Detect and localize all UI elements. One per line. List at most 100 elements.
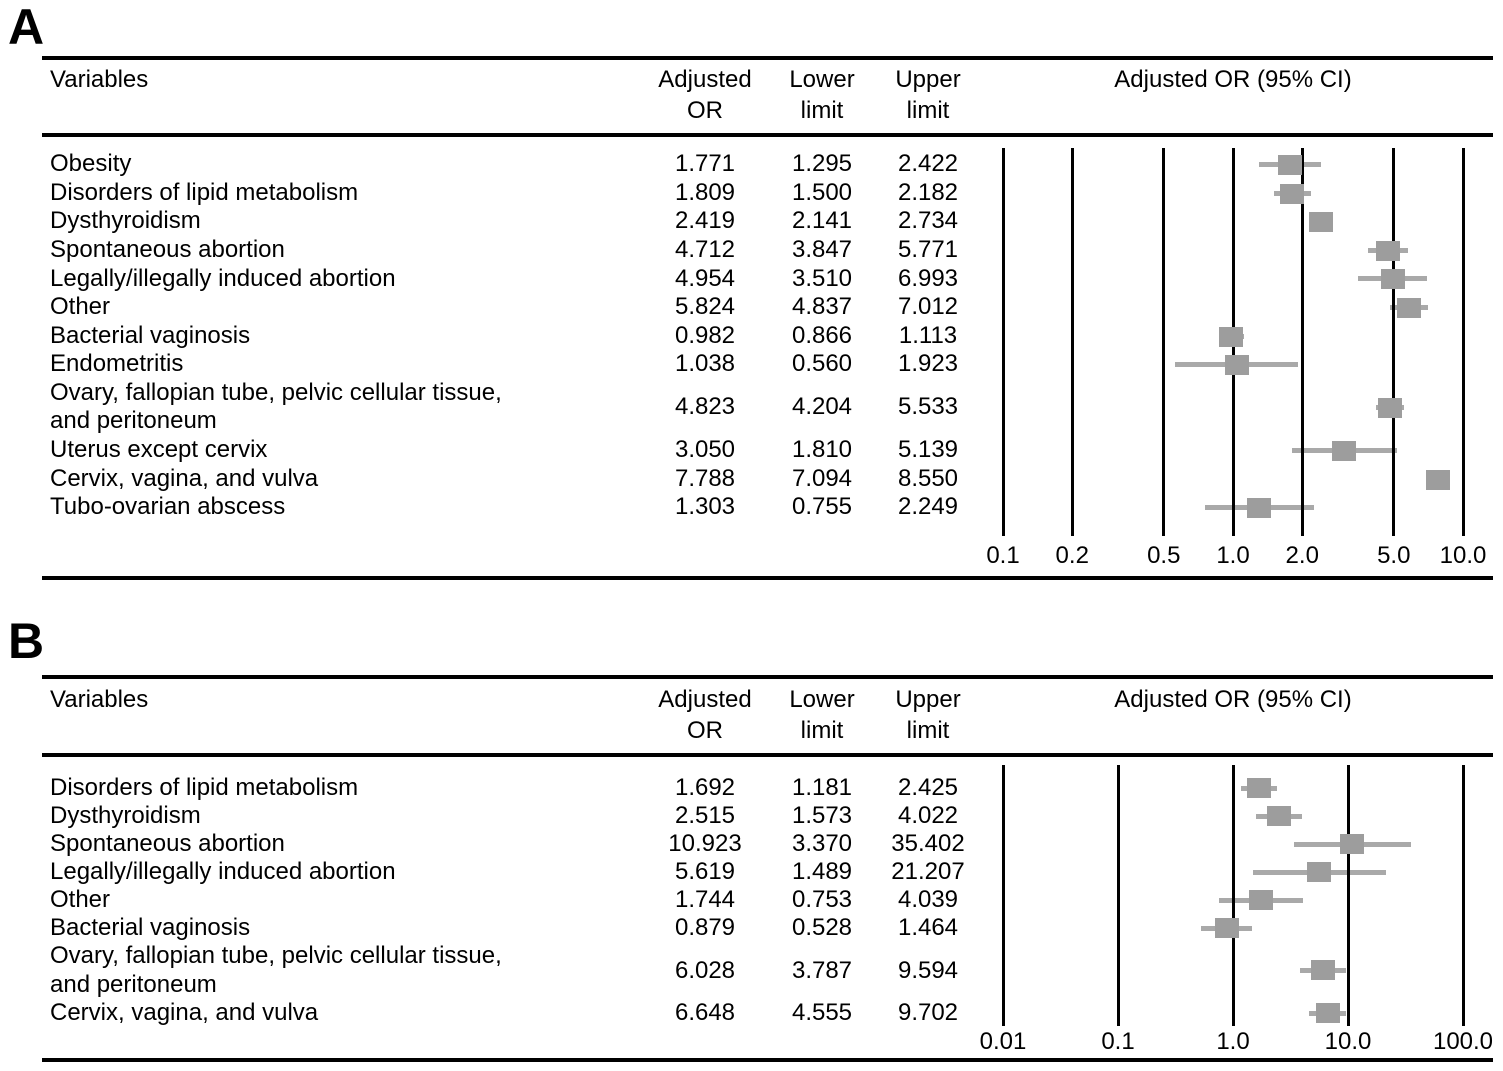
lower-limit-cell: 0.866 <box>791 321 853 349</box>
upper-limit-cell: 9.594 <box>897 956 959 984</box>
axis-gridline <box>1116 765 1120 1026</box>
axis-gridline <box>1300 148 1304 536</box>
variable-cell: Dysthyroidism <box>50 802 201 830</box>
or-marker <box>1278 154 1303 175</box>
axis-tick-label: 0.1 <box>1101 1028 1135 1055</box>
upper-limit-cell: 7.012 <box>897 293 959 321</box>
table-row: Bacterial vaginosis 0.982 0.866 1.113 <box>0 322 1503 351</box>
axis-tick-label: 0.01 <box>979 1028 1027 1055</box>
variable-cell: Bacterial vaginosis <box>50 914 251 942</box>
adjusted-or-cell: 10.923 <box>668 830 742 858</box>
table-row: Spontaneous abortion 10.923 3.370 35.402 <box>0 830 1503 858</box>
lower-limit-cell: 3.787 <box>791 956 853 984</box>
or-marker <box>1378 397 1403 418</box>
variable-cell: Disorders of lipid metabolism <box>50 178 359 206</box>
variable-cell: Legally/illegally induced abortion <box>50 858 396 886</box>
axis-gridline <box>1392 148 1396 536</box>
adjusted-or-cell: 6.028 <box>674 956 736 984</box>
adjusted-or-cell: 2.419 <box>674 207 736 235</box>
adjusted-or-cell: 3.050 <box>674 436 736 464</box>
table-row: Endometritis 1.038 0.560 1.923 <box>0 350 1503 379</box>
lower-limit-cell: 3.370 <box>791 830 853 858</box>
adjusted-or-cell: 5.619 <box>674 858 736 886</box>
table-row: Legally/illegally induced abortion 4.954… <box>0 264 1503 293</box>
variable-cell: Ovary, fallopian tube, pelvic cellular t… <box>50 942 502 998</box>
axis-gridline <box>1461 765 1465 1026</box>
upper-limit-cell: 1.113 <box>898 321 958 349</box>
axis-tick-label: 2.0 <box>1285 542 1319 569</box>
table-row: Ovary, fallopian tube, pelvic cellular t… <box>0 942 1503 998</box>
variable-cell: Ovary, fallopian tube, pelvic cellular t… <box>50 379 502 435</box>
axis-tick-label: 5.0 <box>1377 542 1411 569</box>
lower-limit-cell: 7.094 <box>791 464 853 492</box>
adjusted-or-cell: 0.982 <box>674 321 736 349</box>
header-rule <box>42 753 1493 757</box>
adjusted-or-cell: 1.692 <box>674 774 736 802</box>
axis-gridline <box>1001 148 1005 536</box>
or-marker <box>1375 240 1400 261</box>
upper-limit-cell: 2.249 <box>897 493 959 521</box>
top-rule <box>42 56 1493 60</box>
lower-limit-cell: 1.489 <box>791 858 853 886</box>
adjusted-or-cell: 1.771 <box>674 150 736 178</box>
lower-limit-cell: 3.510 <box>791 264 853 292</box>
axis-tick-label: 10.0 <box>1324 1028 1372 1055</box>
variable-cell: Endometritis <box>50 350 184 378</box>
col-header-plot-title: Adjusted OR (95% CI) <box>1114 66 1352 93</box>
forest-plot-area <box>1001 148 1465 536</box>
adjusted-or-cell: 6.648 <box>674 998 736 1026</box>
header-rule <box>42 133 1493 137</box>
or-marker <box>1315 1003 1340 1023</box>
variable-cell: Cervix, vagina, and vulva <box>50 464 319 492</box>
axis-gridline <box>1001 765 1005 1026</box>
upper-limit-cell: 2.734 <box>897 207 959 235</box>
x-axis: 0.1 0.2 0.5 1.0 2.0 5.0 10.0 <box>986 542 1486 572</box>
table-row: Other 5.824 4.837 7.012 <box>0 293 1503 322</box>
adjusted-or-cell: 1.303 <box>674 493 736 521</box>
lower-limit-cell: 3.847 <box>791 236 853 264</box>
upper-limit-cell: 4.022 <box>897 802 959 830</box>
table-row: Dysthyroidism 2.419 2.141 2.734 <box>0 207 1503 236</box>
variable-cell: Disorders of lipid metabolism <box>50 774 359 801</box>
col-header-upper-limit: Upper limit <box>895 686 961 745</box>
col-header-adjusted-or: Adjusted OR <box>658 686 752 745</box>
adjusted-or-cell: 2.515 <box>674 802 736 830</box>
lower-limit-cell: 1.181 <box>791 774 853 802</box>
table-row: Legally/illegally induced abortion 5.619… <box>0 858 1503 886</box>
adjusted-or-cell: 4.954 <box>674 264 736 292</box>
variable-cell: Spontaneous abortion <box>50 830 285 858</box>
lower-limit-cell: 1.573 <box>791 802 853 830</box>
axis-tick-label: 1.0 <box>1216 542 1250 569</box>
col-header-upper-limit: Upper limit <box>895 66 961 125</box>
variable-cell: Uterus except cervix <box>50 436 268 464</box>
axis-tick-label: 0.5 <box>1147 542 1181 569</box>
variable-cell: Cervix, vagina, and vulva <box>50 998 319 1026</box>
adjusted-or-cell: 1.809 <box>674 178 736 206</box>
upper-limit-cell: 2.182 <box>897 178 959 206</box>
table-row: Bacterial vaginosis 0.879 0.528 1.464 <box>0 914 1503 942</box>
table-row: Disorders of lipid metabolism 1.809 1.50… <box>0 179 1503 208</box>
upper-limit-cell: 1.923 <box>897 350 959 378</box>
or-marker <box>1219 326 1244 347</box>
or-marker <box>1380 268 1405 289</box>
axis-gridline <box>1231 765 1235 1026</box>
axis-tick-label: 10.0 <box>1439 542 1487 569</box>
or-marker <box>1426 469 1451 490</box>
variable-cell: Legally/illegally induced abortion <box>50 264 396 292</box>
forest-panel-b: B Variables Adjusted OR Lower limit Uppe… <box>0 612 1503 1071</box>
upper-limit-cell: 5.771 <box>897 236 959 264</box>
table-row: Spontaneous abortion 4.712 3.847 5.771 <box>0 236 1503 265</box>
or-marker <box>1397 297 1421 318</box>
variable-cell: Dysthyroidism <box>50 207 201 235</box>
lower-limit-cell: 4.555 <box>791 998 853 1026</box>
or-marker <box>1332 440 1357 461</box>
or-marker <box>1248 890 1273 910</box>
axis-tick-label: 0.1 <box>986 542 1020 569</box>
table-row: Obesity 1.771 1.295 2.422 <box>0 150 1503 179</box>
variable-cell: Spontaneous abortion <box>50 236 285 264</box>
variable-cell: Other <box>50 293 111 321</box>
adjusted-or-cell: 5.824 <box>674 293 736 321</box>
upper-limit-cell: 8.550 <box>897 464 959 492</box>
table-body: Disorders of lipid metabolism 1.692 1.18… <box>0 774 1503 1027</box>
